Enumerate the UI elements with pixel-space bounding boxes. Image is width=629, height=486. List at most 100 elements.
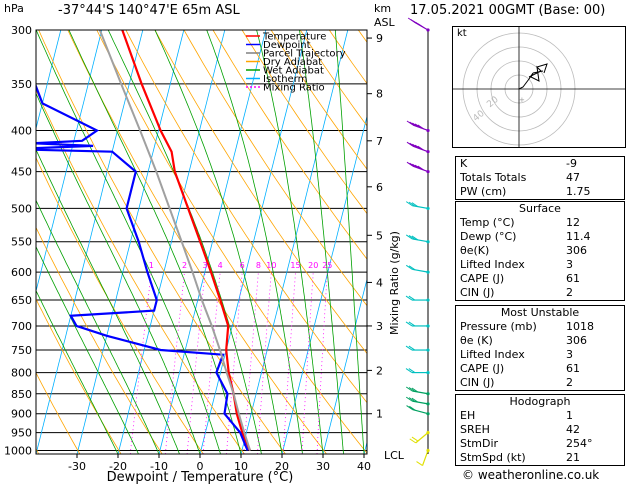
wind-barb-flag bbox=[408, 345, 416, 351]
dry-adiabat-line bbox=[36, 371, 81, 454]
wind-barb-flag bbox=[412, 143, 419, 149]
wet-adiabat-line bbox=[107, 30, 262, 454]
hodograph-trace bbox=[518, 65, 542, 90]
wet-adiabat-line bbox=[206, 30, 303, 454]
wind-barb bbox=[405, 368, 430, 375]
hodo-label: SREH bbox=[460, 423, 490, 436]
wet-adiabat-line bbox=[334, 30, 365, 454]
wind-barb-flag bbox=[408, 387, 416, 392]
dry-adiabat-line bbox=[67, 30, 327, 454]
dry-adiabat-line bbox=[212, 30, 367, 260]
hodo-value: 21 bbox=[566, 451, 580, 464]
index-row-k: K -9 bbox=[456, 157, 624, 171]
wind-barb bbox=[416, 448, 430, 466]
temp-tick-label: 40 bbox=[357, 460, 371, 473]
wet-adiabat-line bbox=[256, 30, 324, 454]
lcl-label: LCL bbox=[384, 449, 405, 462]
credit-link[interactable]: © weatheronline.co.uk bbox=[462, 468, 600, 482]
wet-adiabat-line bbox=[154, 30, 283, 454]
legend-label: Isotherm bbox=[263, 74, 307, 85]
wind-barb bbox=[406, 405, 430, 416]
wind-barb-flag bbox=[405, 234, 413, 240]
mixing-ratio-label: 10 bbox=[266, 261, 276, 270]
most-unstable-table: Most Unstable Pressure (mb) 1018 θe (K) 30… bbox=[455, 305, 625, 391]
wind-barb-flag bbox=[411, 202, 419, 208]
mixing-ratio-line bbox=[202, 272, 221, 454]
mu-row: Pressure (mb) 1018 bbox=[456, 320, 624, 334]
isotherm-line bbox=[76, 30, 185, 454]
index-label: Totals Totals bbox=[460, 171, 527, 184]
dry-adiabat-line bbox=[183, 30, 367, 307]
wet-adiabat-line bbox=[36, 289, 119, 454]
mixing-ratio-axis-label: Mixing Ratio (g/kg) bbox=[388, 231, 401, 335]
wind-barb-dot bbox=[426, 402, 430, 406]
hodo-row: StmDir 254° bbox=[456, 437, 624, 451]
mu-label: θe (K) bbox=[460, 334, 493, 347]
index-value: 1.75 bbox=[566, 185, 591, 198]
mu-row: Lifted Index 3 bbox=[456, 348, 624, 362]
height-unit-asl: ASL bbox=[374, 16, 396, 29]
temp-tick-label: 20 bbox=[275, 460, 289, 473]
wind-barb-flag bbox=[411, 397, 419, 403]
surface-value: 306 bbox=[566, 244, 587, 257]
wind-barb-flag bbox=[417, 145, 425, 151]
surface-value: 11.4 bbox=[566, 230, 591, 243]
mixing-ratio-label: 8 bbox=[256, 261, 261, 270]
mixing-ratio-line bbox=[164, 272, 185, 454]
hodo-row: StmSpd (kt) 21 bbox=[456, 451, 624, 465]
temp-tick-label: -30 bbox=[68, 460, 86, 473]
mixing-ratio-line bbox=[129, 272, 152, 454]
wind-barb-flag bbox=[412, 122, 419, 128]
hodo-label: EH bbox=[460, 409, 476, 422]
km-tick-label: 8 bbox=[376, 88, 383, 101]
wind-barb-flag bbox=[409, 438, 417, 444]
wet-adiabat-line bbox=[36, 148, 180, 454]
wind-barb-flag bbox=[411, 235, 419, 241]
km-tick-label: 6 bbox=[376, 181, 383, 194]
pressure-tick-label: 750 bbox=[11, 344, 32, 357]
pressure-tick-label: 550 bbox=[11, 236, 32, 249]
most-unstable-title: Most Unstable bbox=[500, 306, 580, 319]
mixing-ratio-line bbox=[301, 272, 314, 454]
indices-table: K -9 Totals Totals 47 PW (cm) 1.75 bbox=[455, 156, 625, 200]
wind-barb bbox=[406, 141, 430, 154]
hodo-label: StmDir bbox=[460, 437, 499, 450]
wind-barb bbox=[405, 386, 430, 396]
wind-barb-flag bbox=[408, 235, 416, 240]
pressure-tick-label: 900 bbox=[11, 408, 32, 421]
mixing-ratio-label: 6 bbox=[240, 261, 245, 270]
mixing-ratio-label: 3 bbox=[203, 261, 208, 270]
mixing-ratio-line bbox=[316, 272, 328, 454]
wind-barb-flag bbox=[417, 165, 425, 171]
mu-value: 306 bbox=[566, 334, 587, 347]
isotherm-line bbox=[158, 30, 267, 454]
surface-row: θe(K) 306 bbox=[456, 244, 624, 258]
surface-row: Lifted Index 3 bbox=[456, 258, 624, 272]
wind-barb-flag bbox=[414, 123, 422, 129]
pressure-tick-label: 1000 bbox=[4, 445, 32, 458]
dry-adiabat-line bbox=[36, 298, 122, 454]
wet-adiabat-line bbox=[36, 245, 139, 454]
surface-row: CIN (J) 2 bbox=[456, 286, 624, 300]
mu-row: CAPE (J) 61 bbox=[456, 362, 624, 376]
wind-barb-flag bbox=[406, 141, 414, 147]
wind-barb-flag bbox=[409, 405, 416, 411]
hodo-row: EH 1 bbox=[456, 409, 624, 423]
wind-barb bbox=[407, 17, 430, 32]
wind-barb-flag bbox=[406, 120, 414, 126]
hodo-value: 42 bbox=[566, 423, 580, 436]
wind-barb bbox=[405, 234, 430, 244]
wind-barb-flag bbox=[408, 321, 416, 327]
pressure-tick-label: 700 bbox=[11, 320, 32, 333]
mixing-ratio-label: 20 bbox=[308, 261, 318, 270]
wind-barb-flag bbox=[408, 265, 416, 271]
series-line-parcel-trajectory bbox=[98, 30, 252, 451]
dry-adiabat-line bbox=[241, 30, 367, 215]
surface-row: Temp (°C) 12 bbox=[456, 216, 624, 230]
mu-row: θe (K) 306 bbox=[456, 334, 624, 348]
plot-frame bbox=[35, 29, 368, 455]
wind-barb-dot bbox=[426, 170, 430, 174]
mixing-ratio-line bbox=[186, 272, 206, 454]
wind-barb-flag bbox=[409, 142, 416, 148]
mixing-ratio-label: 1 bbox=[149, 261, 154, 270]
